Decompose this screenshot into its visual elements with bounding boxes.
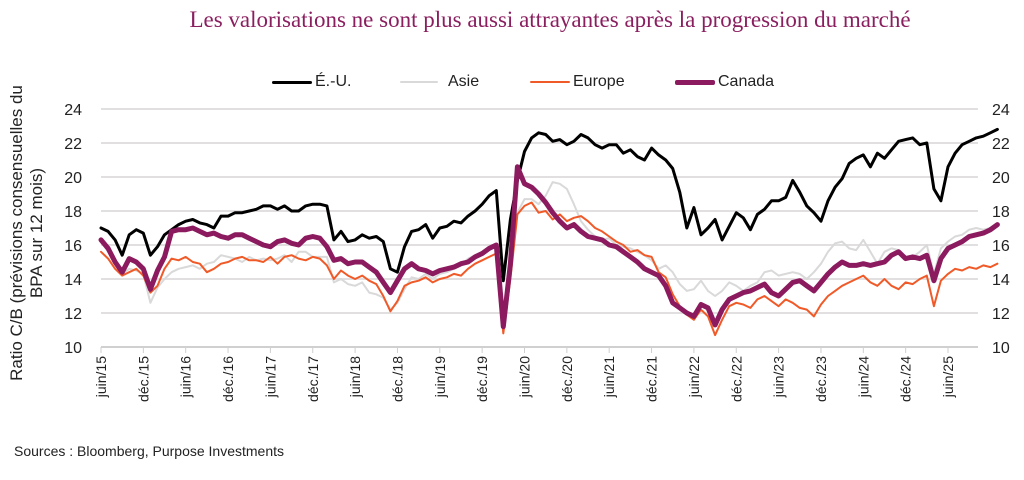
y-tick-label-left: 22	[64, 136, 82, 153]
x-axis: juin/15 déc./15 juin/16 déc./16 juin/17 déc./…	[93, 347, 956, 402]
y-tick-label-right: 12	[992, 306, 1010, 323]
y-tick-label-right: 24	[992, 102, 1010, 119]
y-tick-label-right: 14	[992, 272, 1010, 289]
x-tick-label: juin/25	[940, 356, 956, 398]
source-note: Sources : Bloomberg, Purpose Investments	[14, 443, 285, 459]
legend-item-canada: Canada	[675, 70, 774, 94]
x-tick-label: déc./16	[220, 356, 236, 402]
y-tick-label-left: 20	[64, 170, 82, 187]
chart-legend: É.-U. Asie Europe Canada	[0, 70, 1024, 94]
y-tick-label-right: 20	[992, 170, 1010, 187]
y-axis-left: 10 12 14 16 18 20 22 24	[64, 102, 82, 357]
series-line-asia	[100, 181, 999, 323]
legend-label-canada: Canada	[718, 73, 775, 90]
x-tick-label: déc./24	[898, 356, 914, 402]
x-tick-label: déc./17	[305, 356, 321, 402]
x-tick-label: juin/15	[93, 356, 109, 398]
legend-label-asia: Asie	[448, 73, 480, 90]
y-tick-label-right: 16	[992, 238, 1010, 255]
y-tick-label-left: 18	[64, 204, 82, 221]
legend-swatch-us	[272, 80, 312, 84]
series-line-us	[99, 127, 999, 283]
y-tick-label-left: 10	[64, 340, 82, 357]
series-line-europe	[100, 201, 999, 337]
x-tick-label: déc./18	[389, 356, 405, 402]
y-tick-label-right: 22	[992, 136, 1010, 153]
x-tick-label: juin/23	[771, 356, 787, 398]
x-tick-label: juin/19	[432, 356, 448, 398]
gridlines	[101, 108, 978, 348]
legend-swatch-canada	[675, 79, 715, 85]
x-tick-label: juin/17	[262, 356, 278, 398]
series-line-canada	[98, 164, 1000, 330]
y-tick-label-right: 10	[992, 340, 1010, 357]
x-tick-label: juin/16	[178, 356, 194, 398]
x-tick-label: juin/21	[601, 356, 617, 398]
y-tick-label-left: 16	[64, 238, 82, 255]
x-tick-label: déc./22	[728, 356, 744, 402]
x-tick-label: déc./21	[644, 356, 660, 402]
y-tick-label-right: 18	[992, 204, 1010, 221]
y-tick-label-left: 12	[64, 306, 82, 323]
legend-swatch-asia	[400, 81, 438, 83]
series-lines	[98, 127, 1000, 337]
legend-item-us: É.-U.	[272, 70, 351, 94]
y-axis-right: 10 12 14 16 18 20 22 24	[992, 102, 1010, 357]
legend-label-europe: Europe	[573, 73, 625, 90]
chart-title: Les valorisations ne sont plus aussi att…	[189, 7, 911, 32]
x-tick-label: juin/22	[686, 356, 702, 398]
x-tick-label: juin/18	[347, 356, 363, 398]
legend-item-europe: Europe	[530, 70, 625, 94]
legend-swatch-europe	[530, 81, 570, 83]
x-tick-label: déc./15	[135, 356, 151, 402]
y-tick-label-left: 24	[64, 102, 82, 119]
x-tick-label: déc./20	[559, 356, 575, 402]
x-tick-label: déc./19	[474, 356, 490, 402]
x-tick-label: juin/24	[855, 356, 871, 398]
x-tick-label: déc./23	[813, 356, 829, 402]
legend-item-asia: Asie	[400, 70, 479, 94]
y-tick-label-left: 14	[64, 272, 82, 289]
x-tick-label: juin/20	[517, 356, 533, 398]
legend-label-us: É.-U.	[315, 73, 352, 90]
